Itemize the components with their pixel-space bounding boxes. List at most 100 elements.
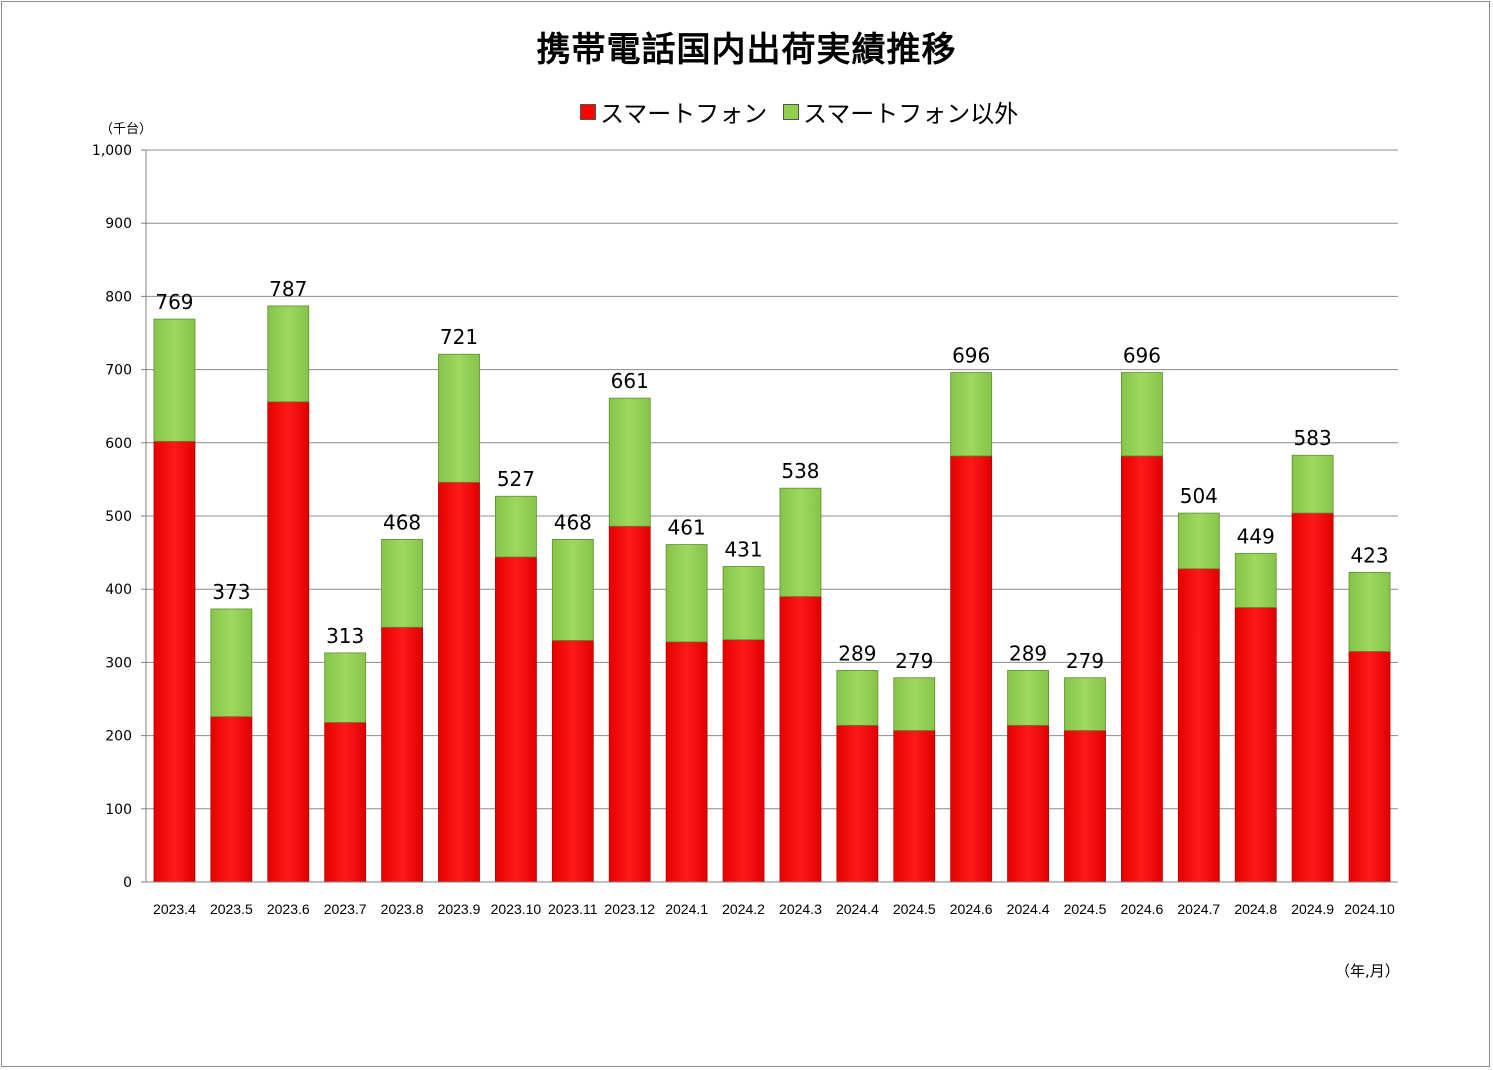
bar-non-smartphone <box>495 495 537 558</box>
bar-smartphone <box>1121 455 1163 883</box>
bar-smartphone <box>267 401 310 883</box>
x-category-label: 2023.9 <box>438 901 481 917</box>
bar-non-smartphone <box>950 372 993 457</box>
bar-non-smartphone <box>1234 552 1277 608</box>
legend-item-smartphone: スマートフォン <box>580 94 767 129</box>
y-tick-label: 200 <box>105 729 132 745</box>
bar-non-smartphone <box>1007 670 1049 726</box>
total-label: 583 <box>1294 426 1332 450</box>
bar-non-smartphone <box>893 677 936 731</box>
total-label: 787 <box>269 277 307 301</box>
x-category-label: 2023.4 <box>153 901 196 917</box>
x-category-label: 2024.3 <box>779 901 822 917</box>
bar-non-smartphone <box>779 487 822 597</box>
bar-smartphone <box>324 722 367 883</box>
bar-smartphone <box>495 556 537 883</box>
x-axis-categories: 2023.4 2023.5 2023.6 2023.7 2023.8 2023.9 2023… <box>153 901 1395 917</box>
x-category-label: 2024.5 <box>893 901 936 917</box>
bar-smartphone <box>836 724 879 883</box>
y-tick-label: 100 <box>105 802 132 818</box>
y-tick-label: 700 <box>105 363 132 379</box>
bar-non-smartphone <box>722 566 765 641</box>
x-unit-label: （年,月） <box>1335 962 1400 980</box>
legend: スマートフォン スマートフォン以外 <box>0 94 1493 128</box>
bar-smartphone <box>1007 724 1049 883</box>
legend-label-smartphone: スマートフォン <box>600 100 768 128</box>
x-category-label: 2024.5 <box>1064 901 1107 917</box>
bar-smartphone <box>1064 730 1106 883</box>
bar-smartphone <box>950 455 993 883</box>
total-label: 538 <box>781 459 819 483</box>
bar-non-smartphone <box>836 670 879 726</box>
x-category-label: 2023.5 <box>210 901 253 917</box>
legend-item-non-smartphone: スマートフォン以外 <box>783 94 1018 129</box>
x-category-label: 2023.6 <box>267 901 310 917</box>
bar-smartphone <box>210 716 253 883</box>
y-tick-label: 500 <box>105 509 132 525</box>
bar-smartphone <box>551 640 594 883</box>
bar-non-smartphone <box>1121 372 1163 457</box>
bar-non-smartphone <box>665 544 708 643</box>
x-category-label: 2024.4 <box>1007 901 1050 917</box>
x-category-label: 2023.8 <box>381 901 424 917</box>
legend-swatch-non-smartphone <box>783 103 799 120</box>
y-axis-ticks: 0 100 200 300 400 500 600 700 800 900 1,000 <box>92 143 146 891</box>
x-category-label: 2024.6 <box>1120 901 1163 917</box>
y-tick-label: 900 <box>105 216 132 232</box>
x-category-label: 2024.8 <box>1234 901 1277 917</box>
total-label: 289 <box>838 641 876 665</box>
bar-non-smartphone <box>210 608 253 717</box>
x-category-label: 2024.2 <box>722 901 765 917</box>
bar-non-smartphone <box>1348 571 1391 652</box>
x-category-label: 2024.7 <box>1177 901 1220 917</box>
y-tick-label: 1,000 <box>92 143 132 159</box>
total-label: 431 <box>724 538 762 562</box>
total-label: 468 <box>554 510 592 534</box>
total-label: 279 <box>1066 649 1104 673</box>
bar-smartphone <box>381 626 423 883</box>
bar-non-smartphone <box>1064 677 1106 731</box>
x-category-label: 2023.12 <box>604 901 655 917</box>
bar-non-smartphone <box>381 539 423 628</box>
total-label: 423 <box>1350 543 1388 567</box>
total-label: 769 <box>155 290 193 314</box>
x-category-label: 2023.7 <box>324 901 367 917</box>
bar-smartphone <box>608 525 651 883</box>
bar-non-smartphone <box>1291 454 1334 514</box>
legend-label-non-smartphone: スマートフォン以外 <box>803 100 1019 128</box>
y-tick-label: 800 <box>105 289 132 305</box>
x-category-label: 2024.10 <box>1344 901 1395 917</box>
bar-smartphone <box>722 639 765 883</box>
bar-smartphone <box>153 440 196 883</box>
total-label: 504 <box>1180 484 1218 508</box>
bar-smartphone <box>779 596 822 883</box>
bar-smartphone <box>893 730 936 883</box>
bar-non-smartphone <box>324 652 367 723</box>
bar-smartphone <box>1234 607 1277 883</box>
bars <box>153 305 1391 883</box>
total-label: 289 <box>1009 641 1047 665</box>
x-category-label: 2024.1 <box>665 901 708 917</box>
total-label: 313 <box>326 624 364 648</box>
bar-smartphone <box>1291 512 1334 883</box>
bar-non-smartphone <box>608 397 651 527</box>
x-category-label: 2023.10 <box>491 901 542 917</box>
total-label: 696 <box>1123 344 1161 368</box>
bar-non-smartphone <box>267 305 310 403</box>
bar-non-smartphone <box>438 353 480 483</box>
total-label: 696 <box>952 344 990 368</box>
x-category-label: 2024.4 <box>836 901 879 917</box>
legend-swatch-smartphone <box>580 103 596 120</box>
total-label: 461 <box>668 516 706 540</box>
y-tick-label: 400 <box>105 582 132 598</box>
total-label: 661 <box>611 369 649 393</box>
bar-smartphone <box>438 481 480 883</box>
total-label: 449 <box>1237 524 1275 548</box>
x-category-label: 2024.9 <box>1291 901 1334 917</box>
x-category-label: 2024.6 <box>950 901 993 917</box>
bar-smartphone <box>1348 651 1391 883</box>
total-label: 468 <box>383 510 421 534</box>
y-tick-label: 600 <box>105 436 132 452</box>
